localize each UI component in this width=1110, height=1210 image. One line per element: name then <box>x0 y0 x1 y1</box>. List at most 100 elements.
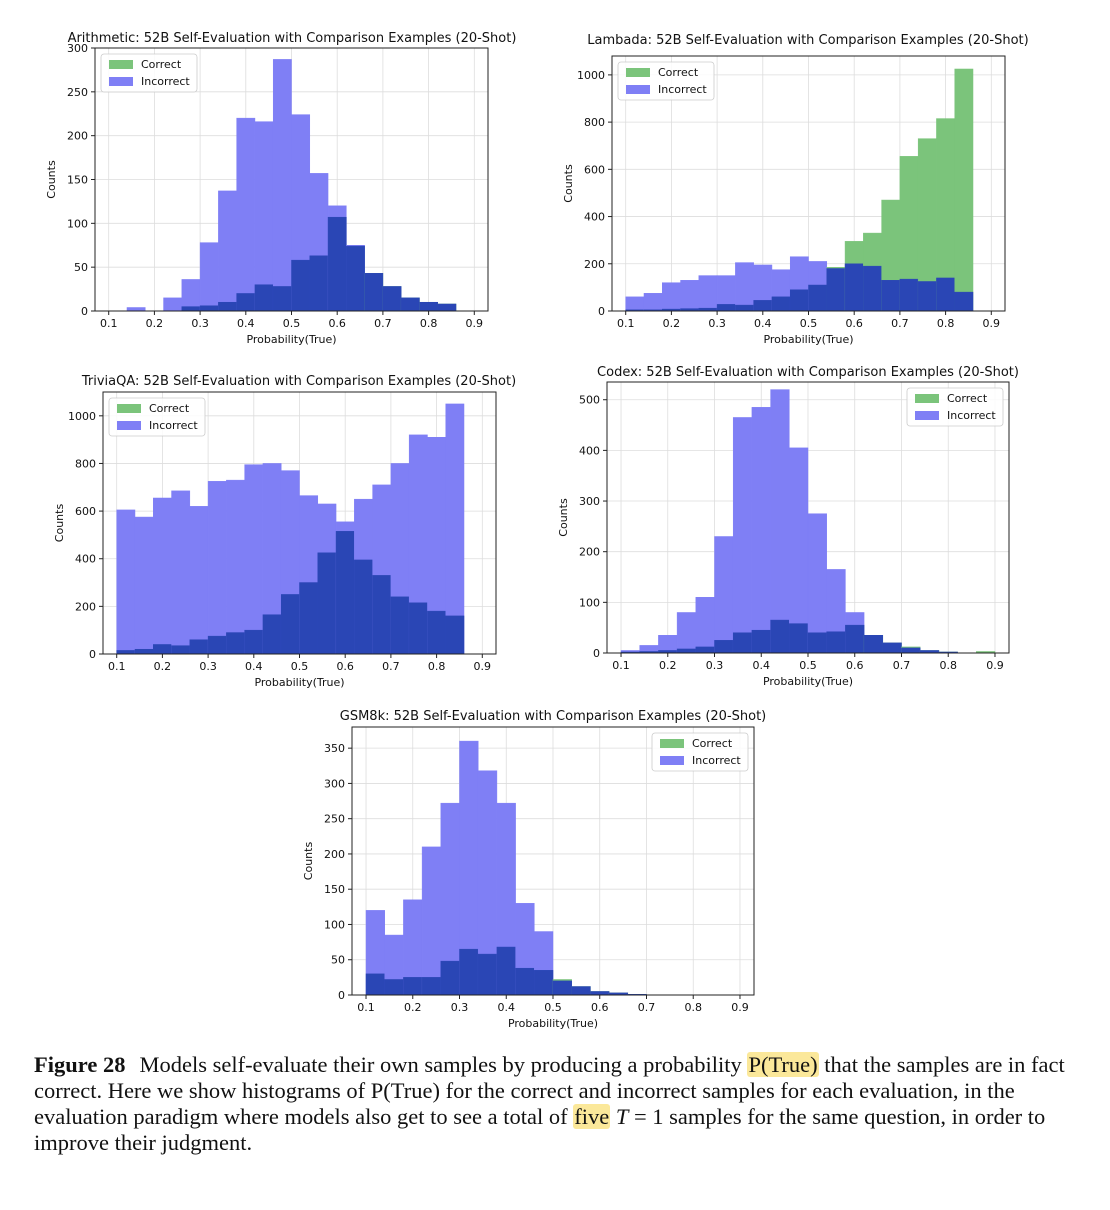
bar-correct <box>218 301 237 312</box>
legend: Correct Incorrect <box>100 53 198 93</box>
legend: Correct Incorrect <box>617 61 715 101</box>
chart-title: GSM8k: 52B Self-Evaluation with Comparis… <box>340 709 767 724</box>
y-axis-label: Counts <box>562 164 575 203</box>
bar-incorrect <box>400 297 420 312</box>
x-tick-label: 0.3 <box>451 1001 469 1014</box>
legend-swatch-correct <box>660 739 684 748</box>
legend-label-correct: Correct <box>658 66 699 79</box>
x-tick-label: 0.4 <box>245 660 263 673</box>
chart-title: Codex: 52B Self-Evaluation with Comparis… <box>597 365 1019 380</box>
bar-correct <box>244 629 264 655</box>
x-tick-label: 0.9 <box>731 1001 749 1014</box>
y-tick-label: 200 <box>584 258 605 271</box>
bar-incorrect <box>134 516 154 655</box>
bar-incorrect <box>437 303 457 312</box>
bar-correct <box>695 646 715 654</box>
bar-correct <box>445 615 465 655</box>
y-tick-label: 150 <box>324 883 345 896</box>
x-axis-label: Probability(True) <box>508 1017 598 1030</box>
x-axis-label: Probability(True) <box>246 333 336 346</box>
x-tick-label: 0.4 <box>754 317 772 330</box>
x-tick-label: 0.4 <box>498 1001 516 1014</box>
legend-swatch-incorrect <box>660 756 684 765</box>
bar-correct <box>272 286 292 312</box>
y-tick-label: 100 <box>324 918 345 931</box>
bar-incorrect <box>171 490 191 655</box>
x-tick-label: 0.7 <box>374 317 392 330</box>
x-tick-label: 0.9 <box>986 659 1004 672</box>
x-tick-label: 0.6 <box>846 659 864 672</box>
bar-incorrect <box>254 121 274 312</box>
x-tick-label: 0.6 <box>845 317 863 330</box>
bar-incorrect <box>735 262 754 312</box>
x-tick-label: 0.7 <box>893 659 911 672</box>
x-tick-label: 0.7 <box>891 317 909 330</box>
caption-highlight-five: five <box>573 1104 611 1129</box>
y-tick-label: 250 <box>324 813 345 826</box>
bar-correct <box>327 216 347 312</box>
y-tick-label: 300 <box>579 495 600 508</box>
bar-incorrect <box>751 407 771 654</box>
y-tick-label: 300 <box>67 42 88 55</box>
x-tick-label: 0.8 <box>420 317 438 330</box>
x-tick-label: 0.4 <box>237 317 255 330</box>
bar-correct <box>459 948 479 996</box>
bar-incorrect <box>153 497 172 655</box>
x-tick-label: 0.5 <box>291 660 309 673</box>
bar-correct <box>732 632 753 654</box>
legend-swatch-correct <box>117 404 141 413</box>
bar-correct <box>676 648 697 654</box>
y-tick-label: 0 <box>89 648 96 661</box>
legend-label-correct: Correct <box>141 58 182 71</box>
y-tick-label: 0 <box>593 647 600 660</box>
y-tick-label: 250 <box>67 86 88 99</box>
bar-correct <box>440 960 460 996</box>
bar-correct <box>299 582 319 655</box>
x-tick-label: 0.1 <box>357 1001 375 1014</box>
bar-correct <box>199 305 219 312</box>
bar-incorrect <box>714 536 734 654</box>
legend-swatch-correct <box>915 394 939 403</box>
bar-incorrect <box>189 506 209 655</box>
caption-text-1: Models self-evaluate their own samples b… <box>139 1052 742 1077</box>
y-tick-label: 100 <box>579 596 600 609</box>
x-tick-label: 0.9 <box>983 317 1001 330</box>
x-tick-label: 0.8 <box>937 317 955 330</box>
bar-incorrect <box>571 986 591 996</box>
bar-correct <box>372 575 392 655</box>
caption-math-t: T <box>615 1104 629 1129</box>
x-tick-label: 0.7 <box>382 660 400 673</box>
x-tick-label: 0.2 <box>663 317 681 330</box>
legend: Correct Incorrect <box>651 732 749 772</box>
bar-incorrect <box>226 479 245 655</box>
bar-correct <box>534 970 554 996</box>
y-tick-label: 400 <box>579 444 600 457</box>
bar-correct <box>408 602 428 655</box>
bar-incorrect <box>698 275 718 312</box>
x-tick-label: 0.3 <box>706 659 724 672</box>
bar-correct <box>716 304 736 312</box>
bar-correct <box>291 259 311 312</box>
x-axis-label: Probability(True) <box>763 333 853 346</box>
x-tick-label: 0.5 <box>799 659 817 672</box>
x-tick-label: 0.1 <box>617 317 635 330</box>
caption-highlight-ptrue: P(True) <box>747 1052 819 1077</box>
bar-correct <box>826 631 846 654</box>
chart-panel-4: 0.1 0.2 0.3 0.4 0.5 0.6 0.7 0.8 0.9 0 100 200 300 400… <box>557 365 1019 688</box>
legend-label-incorrect: Incorrect <box>149 419 198 432</box>
bar-correct <box>789 623 809 654</box>
bar-incorrect <box>419 301 438 312</box>
bar-correct <box>116 650 136 655</box>
x-tick-label: 0.1 <box>108 660 126 673</box>
y-axis-label: Counts <box>53 504 66 543</box>
bar-incorrect <box>954 291 974 312</box>
bar-correct <box>365 973 385 996</box>
bar-incorrect <box>116 509 136 655</box>
bar-incorrect <box>863 635 884 654</box>
x-tick-label: 0.6 <box>336 660 354 673</box>
x-axis-label: Probability(True) <box>254 676 344 689</box>
x-tick-label: 0.3 <box>708 317 726 330</box>
x-tick-label: 0.6 <box>591 1001 609 1014</box>
x-tick-label: 0.3 <box>191 317 209 330</box>
bar-incorrect <box>126 307 146 312</box>
